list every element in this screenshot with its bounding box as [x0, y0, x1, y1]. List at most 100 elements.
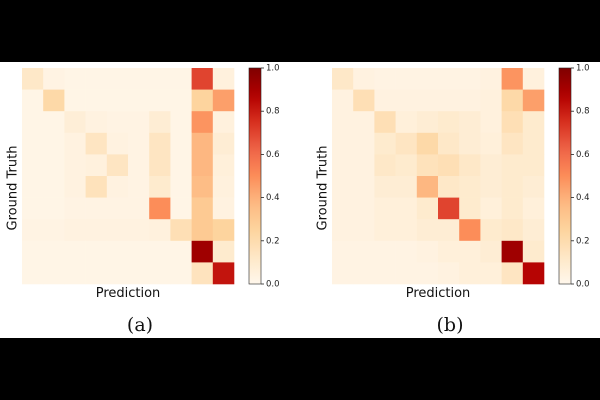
heatmap-cell: [438, 176, 460, 198]
x-axis-label: Prediction: [96, 286, 161, 301]
heatmap-cell: [459, 132, 481, 155]
heatmap-cell: [149, 262, 171, 285]
heatmap-cell: [416, 176, 439, 198]
heatmap-cell: [149, 219, 171, 242]
heatmap-cell: [459, 68, 481, 90]
heatmap-cell: [106, 111, 129, 134]
heatmap-cell: [85, 262, 108, 285]
heatmap-cell: [85, 132, 108, 155]
heatmap-cell: [522, 176, 545, 198]
heatmap-cell: [212, 240, 235, 263]
heatmap-cell: [149, 89, 171, 112]
heatmap-cell: [43, 132, 65, 155]
heatmap-cell: [64, 89, 86, 112]
heatmap-cell: [106, 154, 129, 177]
heatmap-cell: [332, 219, 354, 242]
heatmap-cell: [22, 262, 44, 285]
heatmap-cell: [353, 219, 375, 242]
heatmap-cell: [374, 240, 396, 263]
heatmap-cell: [170, 154, 192, 177]
heatmap-cell: [480, 154, 502, 177]
heatmap-cell: [149, 240, 171, 263]
heatmap-cell: [85, 219, 108, 242]
heatmap-cell: [416, 111, 439, 134]
heatmap-cell: [522, 154, 545, 177]
heatmap-cell: [85, 111, 108, 134]
heatmap-cell: [395, 132, 418, 155]
heatmap-cell: [501, 132, 524, 155]
heatmap-cell: [212, 154, 235, 177]
heatmap-cell: [128, 219, 150, 242]
heatmap-cell: [64, 197, 86, 220]
heatmap-cell: [212, 197, 235, 220]
heatmap-cell: [64, 132, 86, 155]
panel-label: (b): [437, 314, 464, 336]
heatmap-cell: [395, 176, 418, 198]
heatmap-cell: [170, 197, 192, 220]
heatmap-cell: [459, 240, 481, 263]
heatmap-cell: [22, 111, 44, 134]
heatmap-cell: [480, 197, 502, 220]
heatmap-cell: [85, 89, 108, 112]
heatmap-cell: [374, 68, 396, 90]
figure: Prediction Ground Truth 0.0 0.2 0.4 0.6 0.8 1.0…: [0, 62, 600, 338]
heatmap-cell: [395, 219, 418, 242]
heatmap-cell: [22, 154, 44, 177]
heatmap-cell: [128, 111, 150, 134]
heatmap-cell: [128, 89, 150, 112]
heatmap-cell: [501, 154, 524, 177]
heatmap-cell: [128, 197, 150, 220]
heatmap-cell: [85, 176, 108, 198]
x-axis-label: Prediction: [406, 286, 471, 301]
heatmap-cell: [43, 68, 65, 90]
heatmap-cell: [480, 132, 502, 155]
heatmap-cell: [438, 197, 460, 220]
heatmap-cell: [22, 219, 44, 242]
heatmap-cell: [212, 262, 235, 285]
colorbar: [248, 67, 262, 285]
heatmap-cell: [332, 68, 354, 90]
heatmap-cell: [332, 132, 354, 155]
heatmap-cell: [191, 154, 214, 177]
heatmap-cell: [191, 176, 214, 198]
heatmap-cell: [395, 240, 418, 263]
heatmap-cell: [191, 89, 214, 112]
heatmap-cell: [191, 197, 214, 220]
heatmap-cell: [480, 68, 502, 90]
heatmap-cell: [501, 219, 524, 242]
heatmap-cell: [416, 240, 439, 263]
heatmap-cell: [438, 240, 460, 263]
heatmap-cell: [501, 197, 524, 220]
heatmap-cell: [374, 132, 396, 155]
heatmap-cell: [128, 262, 150, 285]
heatmap-cell: [353, 262, 375, 285]
heatmap-cell: [212, 68, 235, 90]
heatmap-cell: [191, 219, 214, 242]
heatmap-cell: [416, 89, 439, 112]
heatmap-cell: [480, 176, 502, 198]
heatmap-cell: [438, 111, 460, 134]
heatmap-cell: [459, 197, 481, 220]
colorbar-tick-label: 0.8: [576, 107, 590, 117]
heatmap-cell: [459, 154, 481, 177]
heatmap-cell: [480, 219, 502, 242]
heatmap-cell: [43, 111, 65, 134]
heatmap-cell: [149, 111, 171, 134]
heatmap-cell: [416, 219, 439, 242]
heatmap-cell: [43, 240, 65, 263]
heatmap-cell: [459, 262, 481, 285]
heatmap-cell: [332, 111, 354, 134]
heatmap-cell: [128, 132, 150, 155]
colorbar-tick-label: 0.8: [266, 107, 280, 117]
heatmap-cell: [170, 262, 192, 285]
heatmap-cell: [191, 132, 214, 155]
heatmap-cell: [64, 176, 86, 198]
heatmap-cell: [149, 132, 171, 155]
heatmap-cell: [438, 262, 460, 285]
heatmap-cell: [374, 219, 396, 242]
heatmap-cell: [43, 197, 65, 220]
heatmap-cell: [128, 154, 150, 177]
colorbar-tick-label: 0.0: [266, 280, 280, 290]
heatmap-cell: [212, 176, 235, 198]
heatmap-cell: [43, 219, 65, 242]
